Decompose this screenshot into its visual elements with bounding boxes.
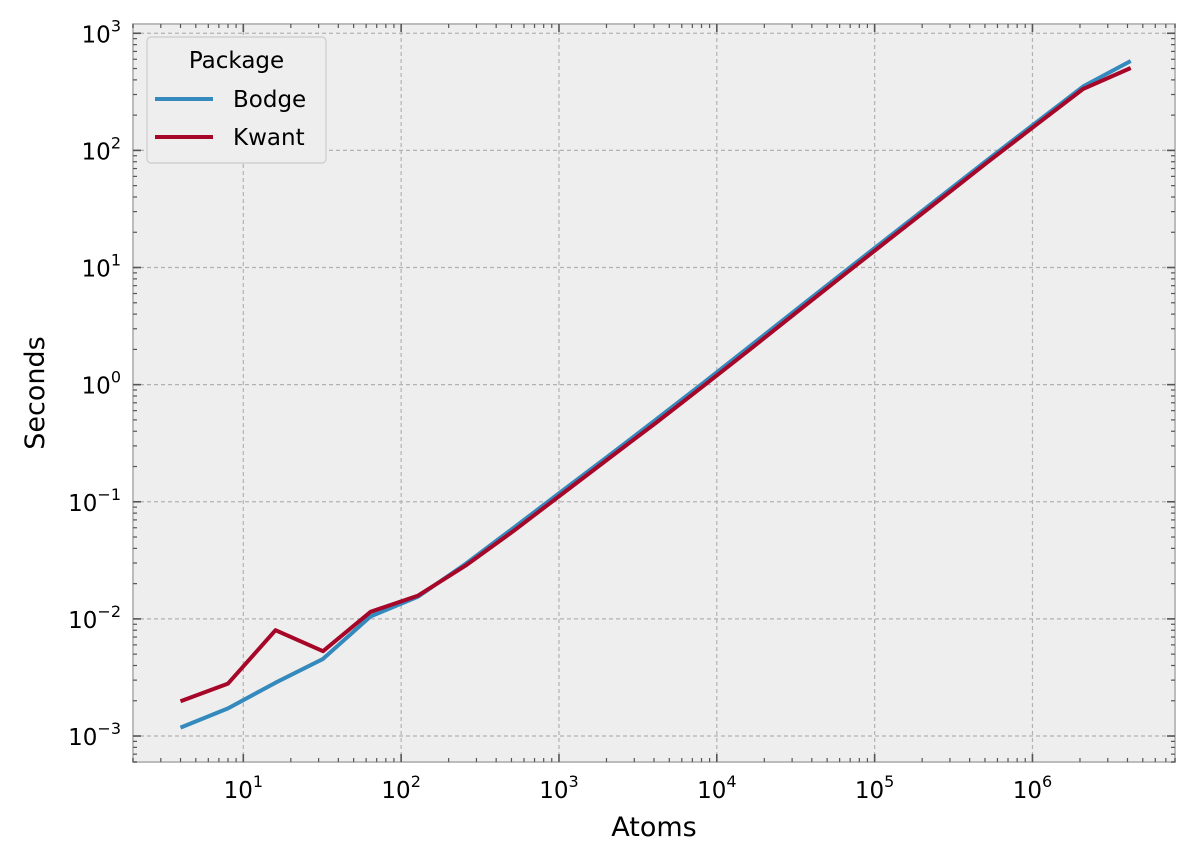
x-tick-label: 101 [224, 772, 263, 804]
x-tick-label: 104 [697, 772, 736, 804]
x-axis-label: Atoms [611, 812, 696, 843]
series-layer [179, 59, 1132, 730]
y-tick-label: 103 [82, 16, 121, 48]
y-tick-label: 101 [82, 251, 121, 283]
x-tick-label: 106 [1013, 772, 1052, 804]
legend-label-kwant: Kwant [233, 125, 305, 151]
legend-box [146, 36, 327, 164]
y-tick-label: 10−2 [68, 602, 121, 634]
series-line-kwant [179, 66, 1132, 704]
legend-label-bodge: Bodge [233, 87, 306, 113]
y-tick-label: 10−1 [68, 485, 121, 517]
y-tick-label: 10−3 [68, 719, 121, 751]
legend: Package Bodge Kwant [146, 36, 327, 164]
legend-title: Package [189, 48, 284, 74]
x-tick-label: 103 [539, 772, 578, 804]
tick-labels: 101 102 103 104 105 106 10−3 10−2 10−1 100 101 102 1… [68, 16, 1052, 804]
x-tick-label: 105 [855, 772, 894, 804]
y-axis-label: Seconds [20, 336, 51, 449]
x-tick-label: 102 [381, 772, 420, 804]
y-tick-label: 100 [82, 368, 121, 400]
y-tick-label: 102 [82, 133, 121, 165]
ticks [132, 24, 1176, 763]
